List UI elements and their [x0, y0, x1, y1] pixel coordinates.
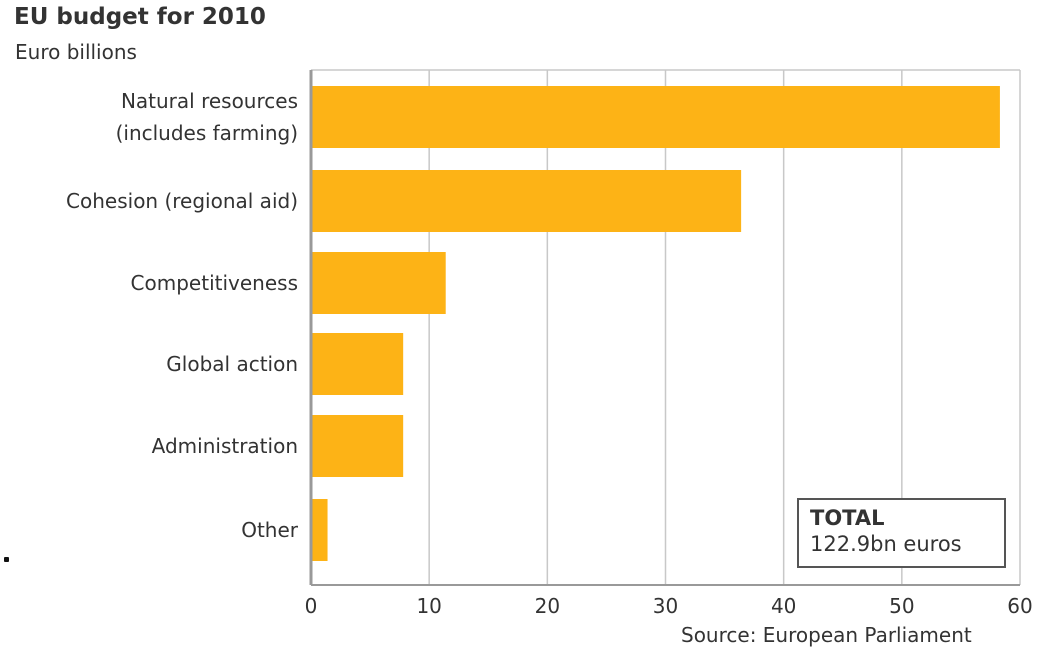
- category-label-1: Cohesion (regional aid): [66, 189, 298, 213]
- bar-3: [311, 333, 404, 395]
- x-tick-label-30: 30: [653, 594, 678, 618]
- total-value: 122.9bn euros: [810, 532, 962, 556]
- category-label-2: Competitiveness: [131, 271, 298, 295]
- x-tick-label-50: 50: [889, 594, 914, 618]
- category-label-5: Other: [241, 518, 299, 542]
- category-label-4: Administration: [152, 434, 298, 458]
- bar-0: [311, 86, 1000, 148]
- bar-2: [311, 252, 446, 314]
- x-tick-label-0: 0: [305, 594, 318, 618]
- x-tick-label-10: 10: [416, 594, 441, 618]
- bar-4: [311, 415, 404, 477]
- chart-title: EU budget for 2010: [14, 4, 266, 30]
- stray-dot: [4, 557, 9, 562]
- bar-1: [311, 170, 742, 232]
- total-label: TOTAL: [810, 506, 885, 530]
- chart-subtitle: Euro billions: [15, 40, 137, 64]
- category-label-0-line-1: (includes farming): [116, 121, 298, 145]
- bar-5: [311, 499, 328, 561]
- x-tick-label-20: 20: [535, 594, 560, 618]
- source-note: Source: European Parliament: [681, 623, 972, 647]
- total-box: TOTAL 122.9bn euros: [797, 498, 1006, 568]
- x-tick-label-40: 40: [771, 594, 796, 618]
- category-label-3: Global action: [166, 352, 298, 376]
- category-label-0-line-0: Natural resources: [121, 89, 298, 113]
- x-tick-label-60: 60: [1007, 594, 1032, 618]
